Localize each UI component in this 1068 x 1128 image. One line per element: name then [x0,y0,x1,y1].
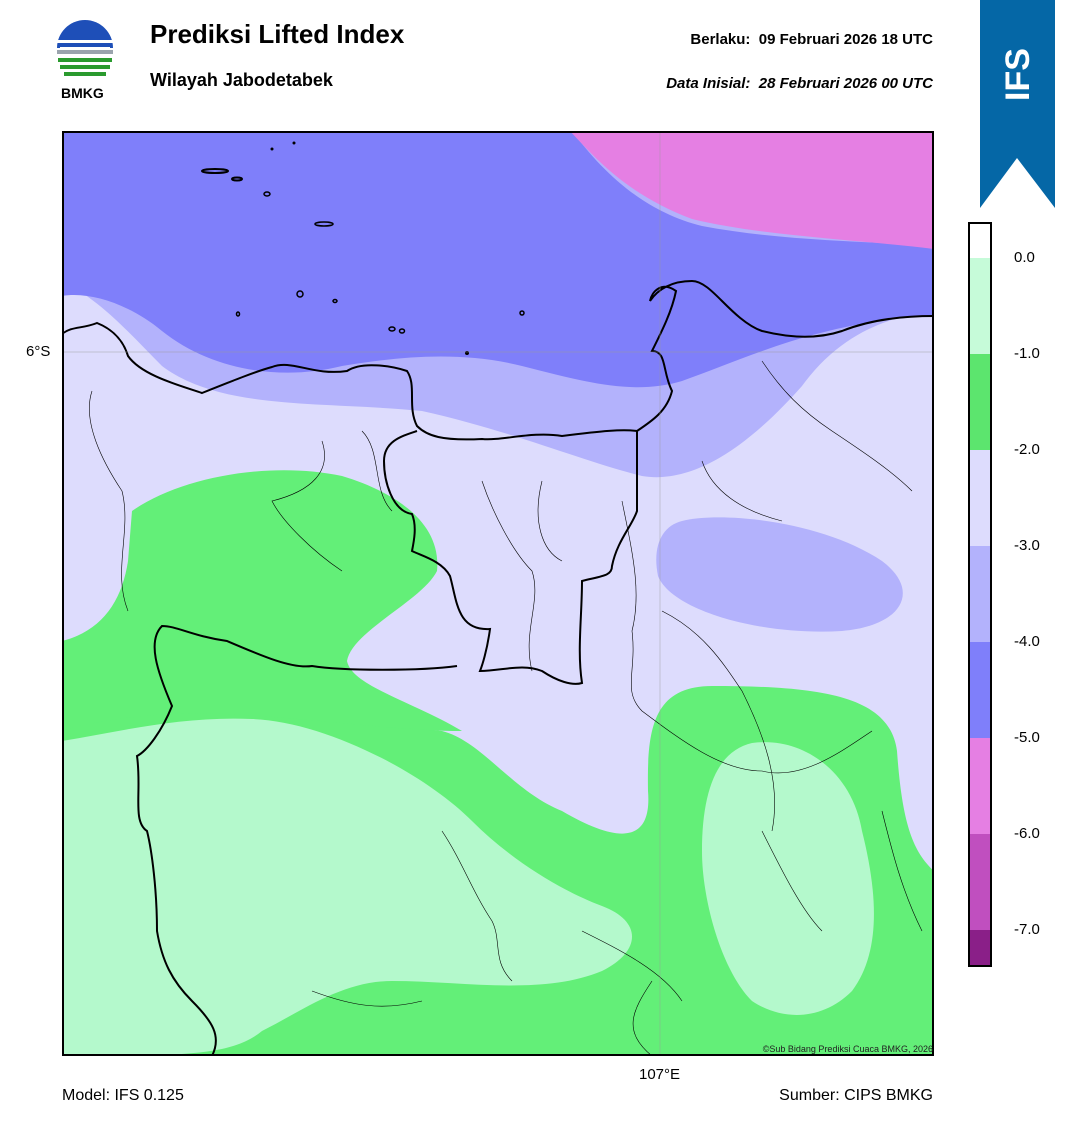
map-title: Prediksi Lifted Index [150,19,405,49]
map-credit: ©Sub Bidang Prediksi Cuaca BMKG, 2026 [762,1044,933,1054]
colorbar-tick-label: -6.0 [1014,825,1040,842]
colorbar-tick-label: -3.0 [1014,537,1040,554]
island [465,351,469,355]
zone-green-west [62,470,462,731]
colorbar-tick-label: -2.0 [1014,441,1040,458]
zone-mint-sw [62,718,632,1056]
map-subtitle: Wilayah Jabodetabek [150,70,333,90]
island [201,168,229,174]
colorbar-tick-label: -5.0 [1014,729,1040,746]
colorbar-tick-label: -1.0 [1014,345,1040,362]
bmkg-logo [52,20,118,86]
island [332,298,338,304]
island [231,176,243,182]
map-frame [62,131,934,1056]
zone-purple-blob [656,517,903,632]
island [388,326,396,332]
valid-time: Berlaku: 09 Februari 2026 18 UTC [690,31,933,48]
colorbar-bin [969,546,991,642]
colorbar-bin [969,450,991,546]
init-time: Data Inisial: 28 Februari 2026 00 UTC [666,75,933,92]
coastline [62,279,934,441]
ifs-badge [980,0,1055,210]
colorbar-tick-label: 0.0 [1014,249,1035,266]
colorbar-bin [969,354,991,450]
badge-ribbon-icon [980,0,1055,208]
colorbar-tick-label: -4.0 [1014,633,1040,650]
colorbar-tick-label: -7.0 [1014,921,1040,938]
colorbar-cap [969,223,991,259]
island [519,310,525,316]
zone-pink [570,131,934,249]
logo-text: BMKG [61,85,104,101]
colorbar-bin [969,834,991,930]
island [263,191,271,197]
island [398,328,406,334]
colorbar-svg [968,222,992,967]
province-border [382,430,638,685]
kabupaten-borders [89,360,923,1056]
colorbar [968,222,992,967]
model-label: Model: IFS 0.125 [62,1087,184,1104]
lifted-index-map [62,131,934,1056]
colorbar-bin [969,738,991,834]
bmkg-logo-icon [55,20,115,83]
colorbar-bin [969,930,991,966]
ifs-badge-text: IFS [999,48,1037,102]
zone-mint-se [702,742,874,1015]
lon-tick-label: 107°E [639,1066,681,1083]
province-border-west [135,624,458,1056]
colorbar-bin [969,642,991,738]
island [314,221,334,227]
island [292,141,296,145]
source-label: Sumber: CIPS BMKG [779,1087,933,1104]
island [235,311,241,317]
island [270,147,274,151]
lat-tick-label: 6°S [26,343,51,360]
colorbar-frame [968,222,992,967]
map-panel [62,131,934,1056]
colorbar-bin [969,258,991,354]
zone-blue [62,131,934,388]
island [296,290,304,298]
